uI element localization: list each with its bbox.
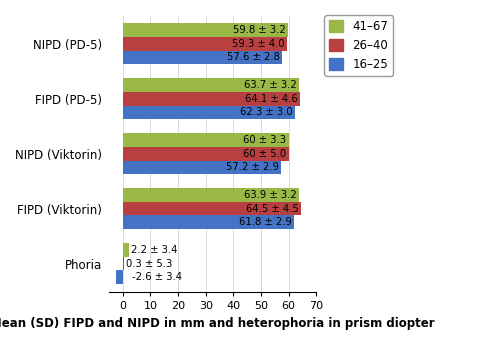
Text: 57.6 ± 2.8: 57.6 ± 2.8: [227, 52, 280, 62]
Text: 2.2 ± 3.4: 2.2 ± 3.4: [131, 245, 178, 255]
Text: 61.8 ± 2.9: 61.8 ± 2.9: [238, 217, 292, 227]
Bar: [123, 147, 288, 160]
Bar: [123, 160, 281, 174]
Text: 62.3 ± 3.0: 62.3 ± 3.0: [240, 107, 293, 117]
Bar: [123, 23, 288, 37]
Text: 60 ± 3.3: 60 ± 3.3: [244, 135, 286, 145]
Bar: [123, 202, 301, 216]
Bar: [123, 133, 288, 147]
Text: 60 ± 5.0: 60 ± 5.0: [244, 149, 286, 159]
Bar: [123, 92, 300, 106]
Text: 63.9 ± 3.2: 63.9 ± 3.2: [244, 190, 297, 200]
Bar: [123, 243, 129, 257]
Bar: [123, 106, 295, 119]
Bar: [123, 51, 282, 64]
Text: 0.3 ± 5.3: 0.3 ± 5.3: [126, 259, 172, 269]
Text: 59.8 ± 3.2: 59.8 ± 3.2: [233, 25, 286, 35]
Bar: [123, 257, 124, 270]
Bar: [123, 78, 299, 92]
Text: 57.2 ± 2.9: 57.2 ± 2.9: [226, 162, 278, 172]
Text: 64.1 ± 4.6: 64.1 ± 4.6: [245, 94, 298, 104]
Bar: [116, 270, 123, 284]
Text: 59.3 ± 4.0: 59.3 ± 4.0: [232, 39, 284, 49]
Bar: [123, 216, 294, 229]
Text: -2.6 ± 3.4: -2.6 ± 3.4: [132, 272, 182, 282]
Bar: [123, 37, 286, 51]
Text: 63.7 ± 3.2: 63.7 ± 3.2: [244, 80, 296, 90]
Legend: 41–67, 26–40, 16–25: 41–67, 26–40, 16–25: [324, 16, 393, 76]
Bar: [123, 188, 300, 202]
Text: 64.5 ± 4.5: 64.5 ± 4.5: [246, 204, 299, 214]
X-axis label: Mean (SD) FIPD and NIPD in mm and heterophoria in prism diopter: Mean (SD) FIPD and NIPD in mm and hetero…: [0, 317, 435, 330]
